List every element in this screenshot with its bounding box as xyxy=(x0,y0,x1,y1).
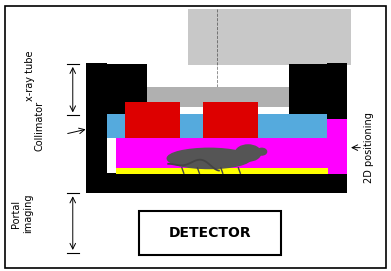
Bar xyxy=(86,192,348,245)
Bar xyxy=(86,173,348,193)
Text: x-ray tube: x-ray tube xyxy=(25,51,35,101)
Bar xyxy=(86,63,107,193)
Ellipse shape xyxy=(257,148,267,155)
Bar xyxy=(147,87,289,107)
Bar xyxy=(116,168,328,174)
Bar xyxy=(86,114,348,138)
Bar xyxy=(116,138,328,172)
Bar xyxy=(139,211,281,256)
Bar xyxy=(86,64,147,117)
Ellipse shape xyxy=(167,148,251,169)
Ellipse shape xyxy=(235,145,261,161)
Text: DETECTOR: DETECTOR xyxy=(169,226,252,240)
Text: Portal
imaging: Portal imaging xyxy=(11,194,33,233)
Text: Collimator: Collimator xyxy=(35,101,45,151)
Bar xyxy=(86,9,352,71)
Bar xyxy=(327,118,348,174)
Bar xyxy=(327,63,348,193)
Bar xyxy=(203,102,258,138)
Text: 2D positioning: 2D positioning xyxy=(364,112,374,183)
Bar xyxy=(126,102,180,138)
Bar xyxy=(289,64,348,117)
Bar xyxy=(188,9,352,65)
